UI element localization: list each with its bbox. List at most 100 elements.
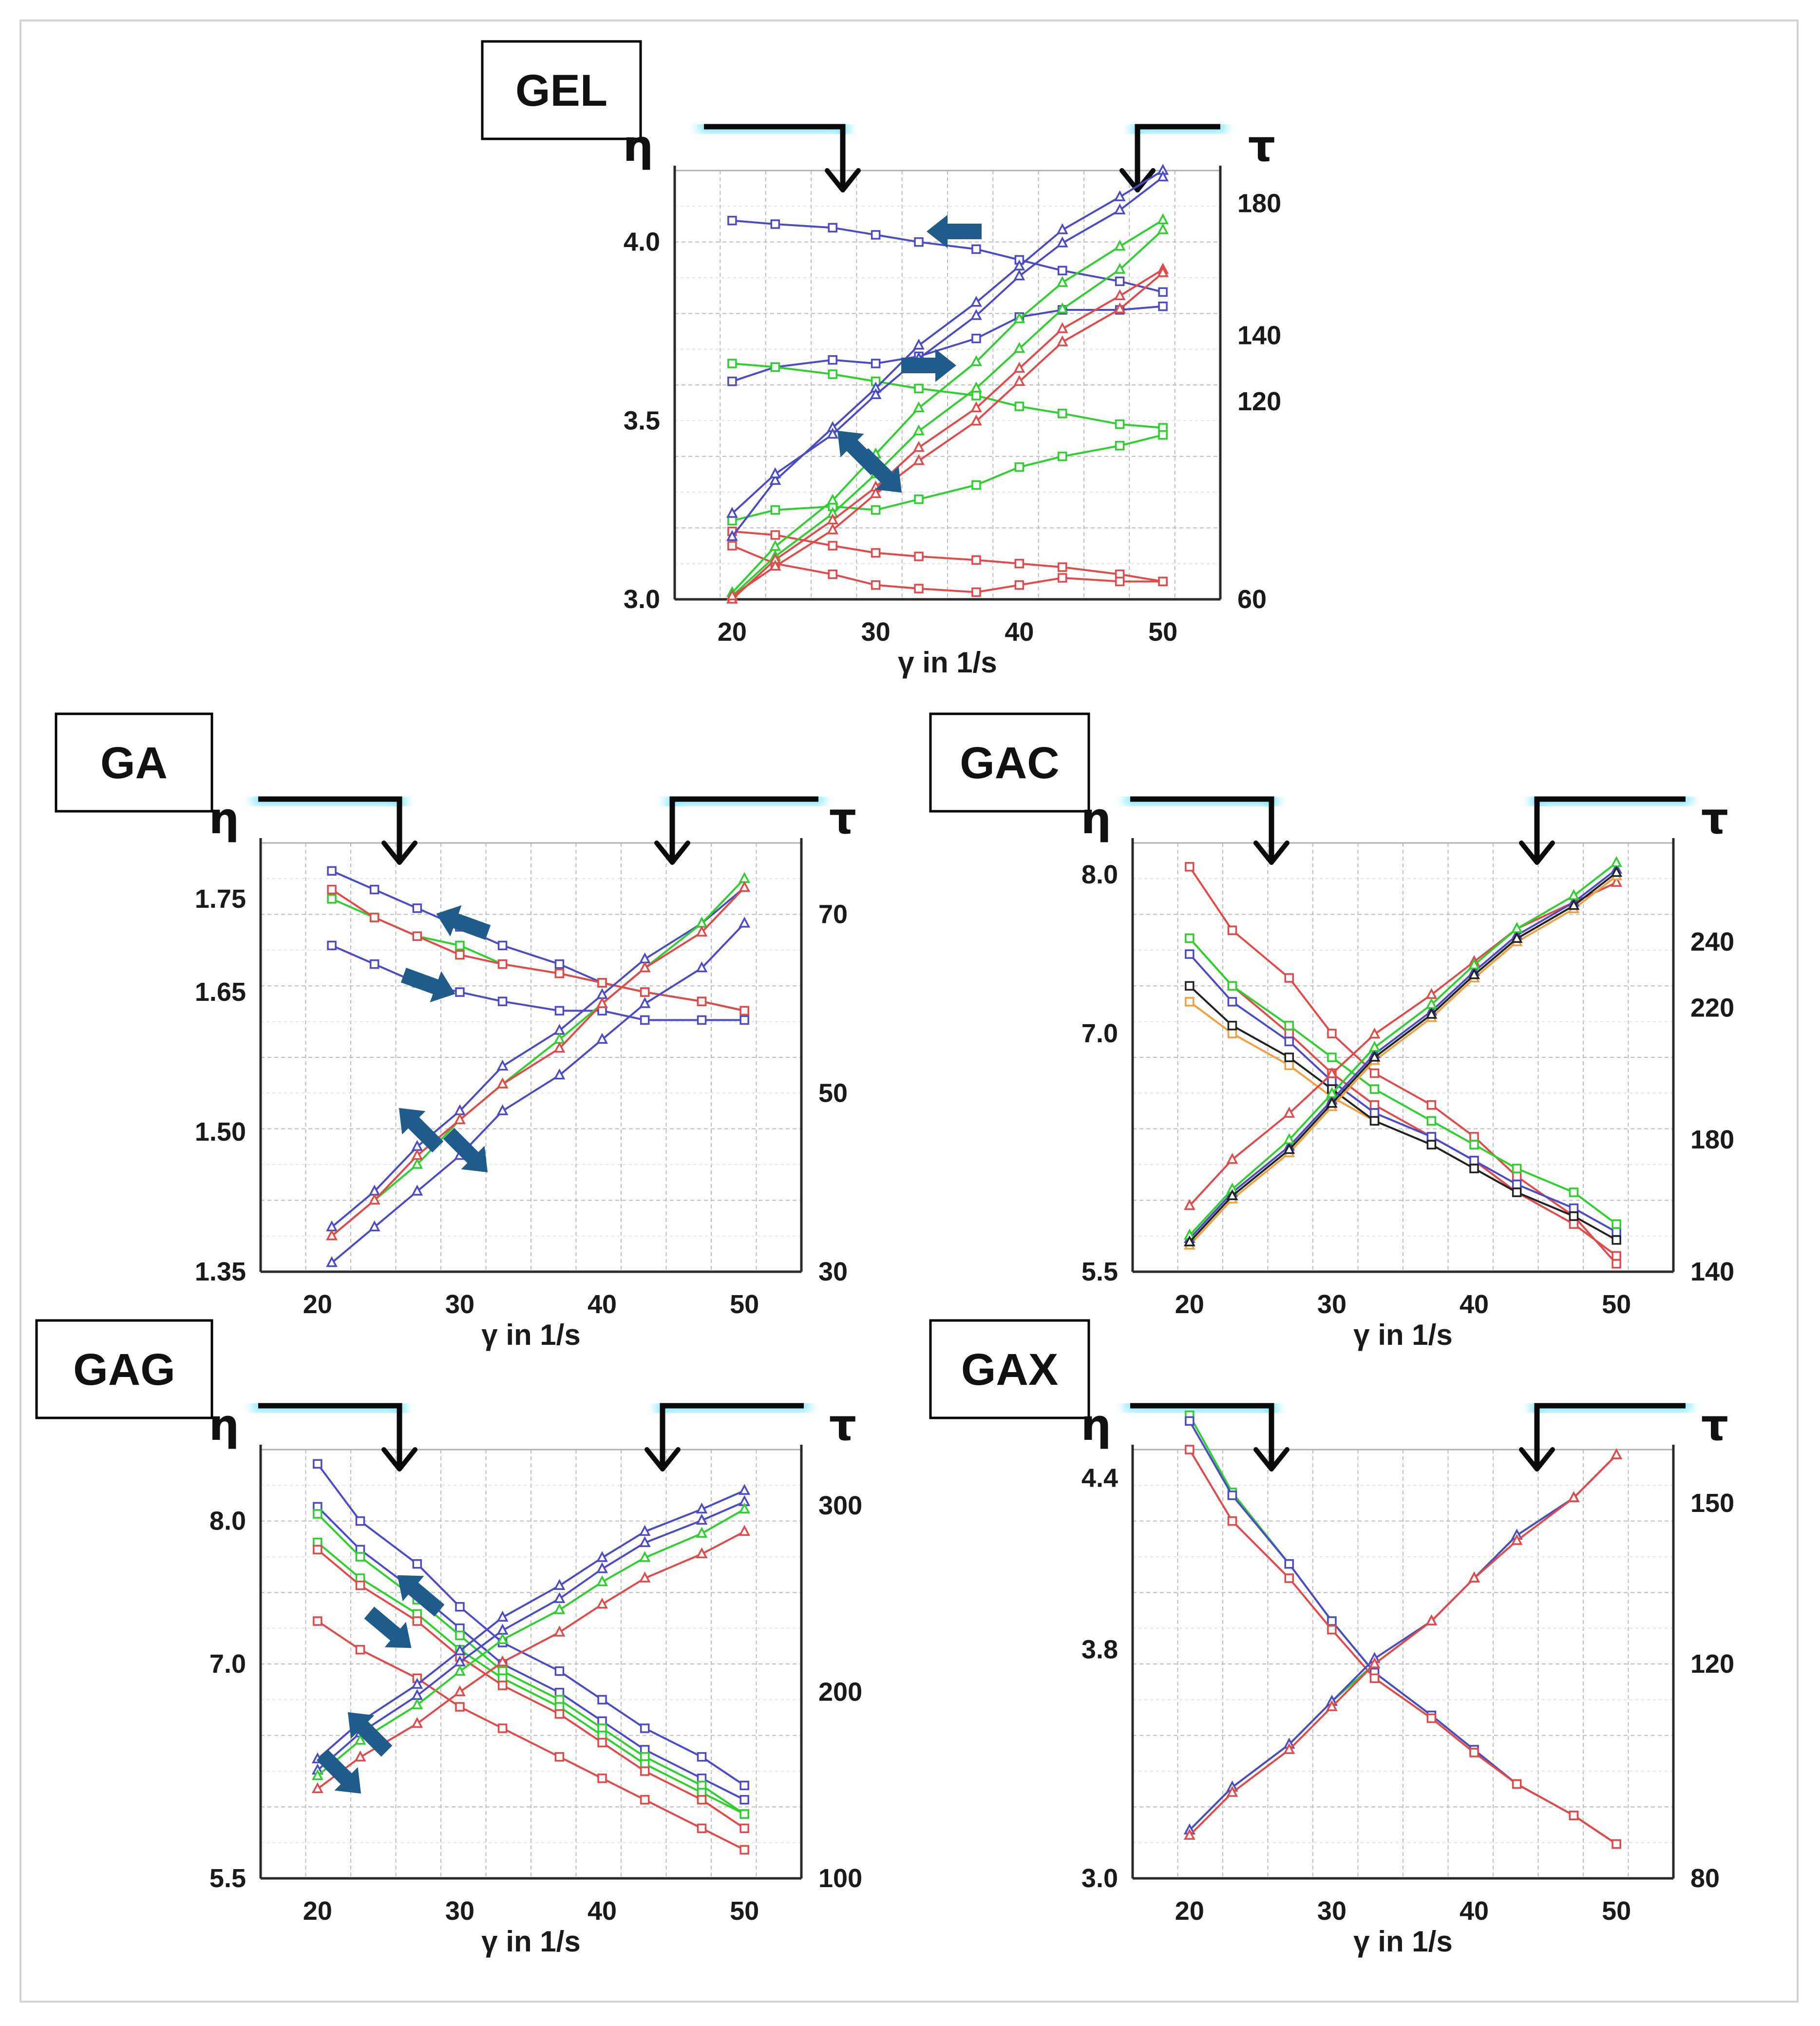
series-eta-red-1	[1185, 1445, 1621, 1849]
data-point	[1326, 1067, 1338, 1078]
series-line	[317, 1530, 745, 1790]
series-line	[731, 176, 1164, 515]
x-tick-label: 30	[445, 1896, 474, 1926]
series-eta-green-2	[313, 1537, 749, 1819]
direction-arrow-1	[364, 1606, 412, 1648]
data-point	[697, 996, 707, 1006]
data-point	[1326, 1700, 1338, 1711]
y-left-tick-label: 3.8	[1081, 1635, 1118, 1664]
data-point	[496, 1610, 509, 1622]
y-right-tick-label: 140	[1690, 1257, 1734, 1286]
direction-arrow-0-shape	[927, 215, 982, 248]
data-point	[1185, 1445, 1194, 1454]
series-line	[331, 878, 745, 1237]
y-right-tick-label: 70	[818, 900, 848, 929]
data-point	[1327, 1616, 1337, 1626]
data-point	[739, 1780, 749, 1791]
direction-arrow-0	[927, 215, 982, 248]
y-left-tick-label: 5.5	[1081, 1257, 1118, 1286]
series-line	[317, 1542, 745, 1815]
series-line	[732, 545, 1163, 593]
x-tick-label: 20	[1175, 1290, 1204, 1319]
data-point	[1369, 1108, 1380, 1118]
data-point	[639, 1525, 651, 1536]
chart-title: GEL	[515, 66, 607, 115]
y-right-tick-label: 120	[1690, 1649, 1734, 1679]
data-point	[1115, 276, 1125, 287]
data-point	[871, 580, 881, 590]
tau-label: τ	[1701, 1400, 1728, 1450]
data-point	[696, 1547, 708, 1559]
data-point	[1283, 1143, 1295, 1154]
data-point	[1157, 223, 1169, 234]
series-line	[317, 1501, 745, 1771]
x-axis-title: γ in 1/s	[481, 1319, 580, 1351]
data-point	[914, 494, 924, 504]
series-line	[1189, 953, 1617, 1233]
data-point	[355, 1516, 365, 1526]
eta-label: η	[209, 793, 240, 843]
series-line	[1189, 1454, 1617, 1836]
data-point	[369, 959, 379, 969]
eta-bracket-bracket	[704, 124, 846, 190]
data-point	[596, 1551, 608, 1562]
data-point	[1157, 213, 1169, 225]
data-point	[739, 1015, 749, 1025]
y-left-tick-label: 3.5	[624, 406, 660, 435]
data-point	[412, 931, 422, 941]
data-point	[1611, 1448, 1623, 1459]
tau-label: τ	[1248, 121, 1275, 171]
data-point	[1327, 1076, 1337, 1086]
y-right-tick-label: 120	[1237, 387, 1281, 416]
data-point	[454, 1644, 466, 1655]
data-point	[496, 1104, 509, 1115]
x-tick-label: 20	[303, 1896, 332, 1926]
data-point	[311, 1769, 323, 1780]
direction-arrow-1	[400, 968, 455, 1003]
data-point	[369, 913, 379, 922]
y-right-tick-label: 30	[818, 1257, 848, 1286]
y-left-tick-label: 1.35	[195, 1257, 246, 1286]
data-point	[639, 961, 651, 973]
data-point	[1611, 866, 1623, 877]
data-point	[1569, 1211, 1579, 1221]
series-eta-blue-2	[327, 940, 749, 1025]
data-point	[1426, 1100, 1437, 1110]
data-point	[739, 880, 751, 892]
data-point	[1511, 922, 1523, 933]
data-point	[1327, 1625, 1337, 1635]
data-point	[1611, 1259, 1621, 1269]
data-point	[871, 505, 881, 515]
series-line	[317, 1490, 745, 1760]
eta-label: η	[209, 1400, 240, 1450]
data-point	[455, 1630, 465, 1641]
data-point	[1511, 932, 1523, 943]
direction-arrow-3-shape	[857, 448, 902, 493]
data-point	[1158, 430, 1168, 440]
data-point	[639, 997, 651, 1008]
series-line	[732, 305, 1163, 382]
data-point	[326, 1256, 338, 1267]
data-point	[1369, 1084, 1380, 1094]
x-tick-label: 40	[1005, 617, 1034, 647]
data-point	[1056, 302, 1068, 314]
data-point	[1185, 997, 1194, 1007]
y-right-tick-label: 100	[818, 1864, 862, 1893]
data-point	[970, 309, 982, 320]
direction-arrow-0	[436, 905, 491, 940]
data-point	[1183, 1235, 1195, 1246]
chart-panel-ga: GA 20 30 40 50 1.35 1.50 1.65 1.75 30 50 70 γ in 1/s…	[55, 712, 856, 1351]
data-point	[769, 474, 781, 485]
x-tick-label: 50	[1602, 1290, 1631, 1319]
data-point	[1425, 1008, 1438, 1019]
series-eta-blue-1	[327, 866, 749, 1016]
data-point	[412, 1559, 422, 1569]
data-point	[1369, 1116, 1380, 1126]
data-point	[1469, 1156, 1479, 1166]
chart-title-box	[929, 712, 1090, 813]
y-left-tick-label: 4.0	[624, 228, 660, 257]
x-axis-title: γ in 1/s	[1353, 1925, 1452, 1958]
data-point	[770, 530, 780, 540]
